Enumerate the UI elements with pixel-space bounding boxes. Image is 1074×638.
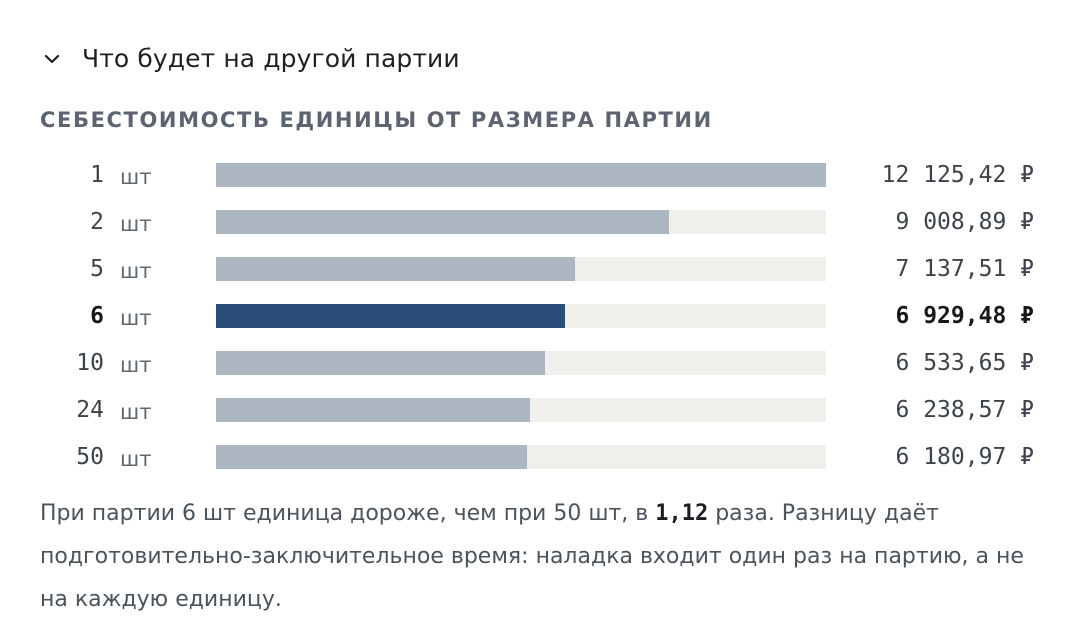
bar-row: 10 шт 6 533,65 ₽ (0, 350, 1074, 377)
unit-cost-value: 6 238,57 ₽ (895, 397, 1034, 423)
bar-track (216, 445, 826, 469)
unit-cost-value: 6 929,48 ₽ (895, 303, 1034, 329)
bar-track (216, 304, 826, 328)
section-toggle[interactable]: Что будет на другой партии (40, 44, 460, 73)
bar (216, 210, 669, 234)
unit-cost-value: 9 008,89 ₽ (895, 209, 1034, 235)
unit-label: шт (120, 259, 152, 283)
bar-row: 5 шт 7 137,51 ₽ (0, 256, 1074, 283)
unit-cost-value: 7 137,51 ₽ (895, 256, 1034, 282)
bar-row: 6 шт 6 929,48 ₽ (0, 303, 1074, 330)
note-ratio: 1,12 (655, 501, 709, 526)
bar-track (216, 163, 826, 187)
bar-track (216, 351, 826, 375)
bar (216, 304, 565, 328)
unit-label: шт (120, 400, 152, 424)
batch-size-label: 1 (90, 162, 104, 188)
bar (216, 163, 826, 187)
bar (216, 445, 527, 469)
bar-track (216, 257, 826, 281)
section-title: Что будет на другой партии (82, 44, 460, 73)
unit-label: шт (120, 212, 152, 236)
chart-title: СЕБЕСТОИМОСТЬ ЕДИНИЦЫ ОТ РАЗМЕРА ПАРТИИ (40, 108, 713, 132)
bar-row: 24 шт 6 238,57 ₽ (0, 397, 1074, 424)
batch-size-label: 24 (76, 397, 104, 423)
batch-size-label: 10 (76, 350, 104, 376)
unit-label: шт (120, 353, 152, 377)
bar-track (216, 398, 826, 422)
bar (216, 257, 575, 281)
batch-size-label: 6 (90, 303, 104, 329)
batch-size-label: 2 (90, 209, 104, 235)
bar-row: 50 шт 6 180,97 ₽ (0, 444, 1074, 471)
unit-cost-value: 12 125,42 ₽ (881, 162, 1034, 188)
unit-label: шт (120, 165, 152, 189)
batch-size-label: 50 (76, 444, 104, 470)
note-text-after: раза. Разницу даёт подготовительно-заклю… (40, 501, 1024, 612)
batch-size-label: 5 (90, 256, 104, 282)
bar-row: 2 шт 9 008,89 ₽ (0, 209, 1074, 236)
chevron-down-icon[interactable] (40, 47, 64, 71)
bar-row: 1 шт 12 125,42 ₽ (0, 162, 1074, 189)
unit-cost-value: 6 533,65 ₽ (895, 350, 1034, 376)
bar-track (216, 210, 826, 234)
bar (216, 351, 545, 375)
unit-label: шт (120, 447, 152, 471)
unit-label: шт (120, 306, 152, 330)
unit-cost-value: 6 180,97 ₽ (895, 444, 1034, 470)
note-text-before: При партии 6 шт единица дороже, чем при … (40, 501, 656, 526)
summary-note: При партии 6 шт единица дороже, чем при … (40, 492, 1030, 621)
bar (216, 398, 530, 422)
